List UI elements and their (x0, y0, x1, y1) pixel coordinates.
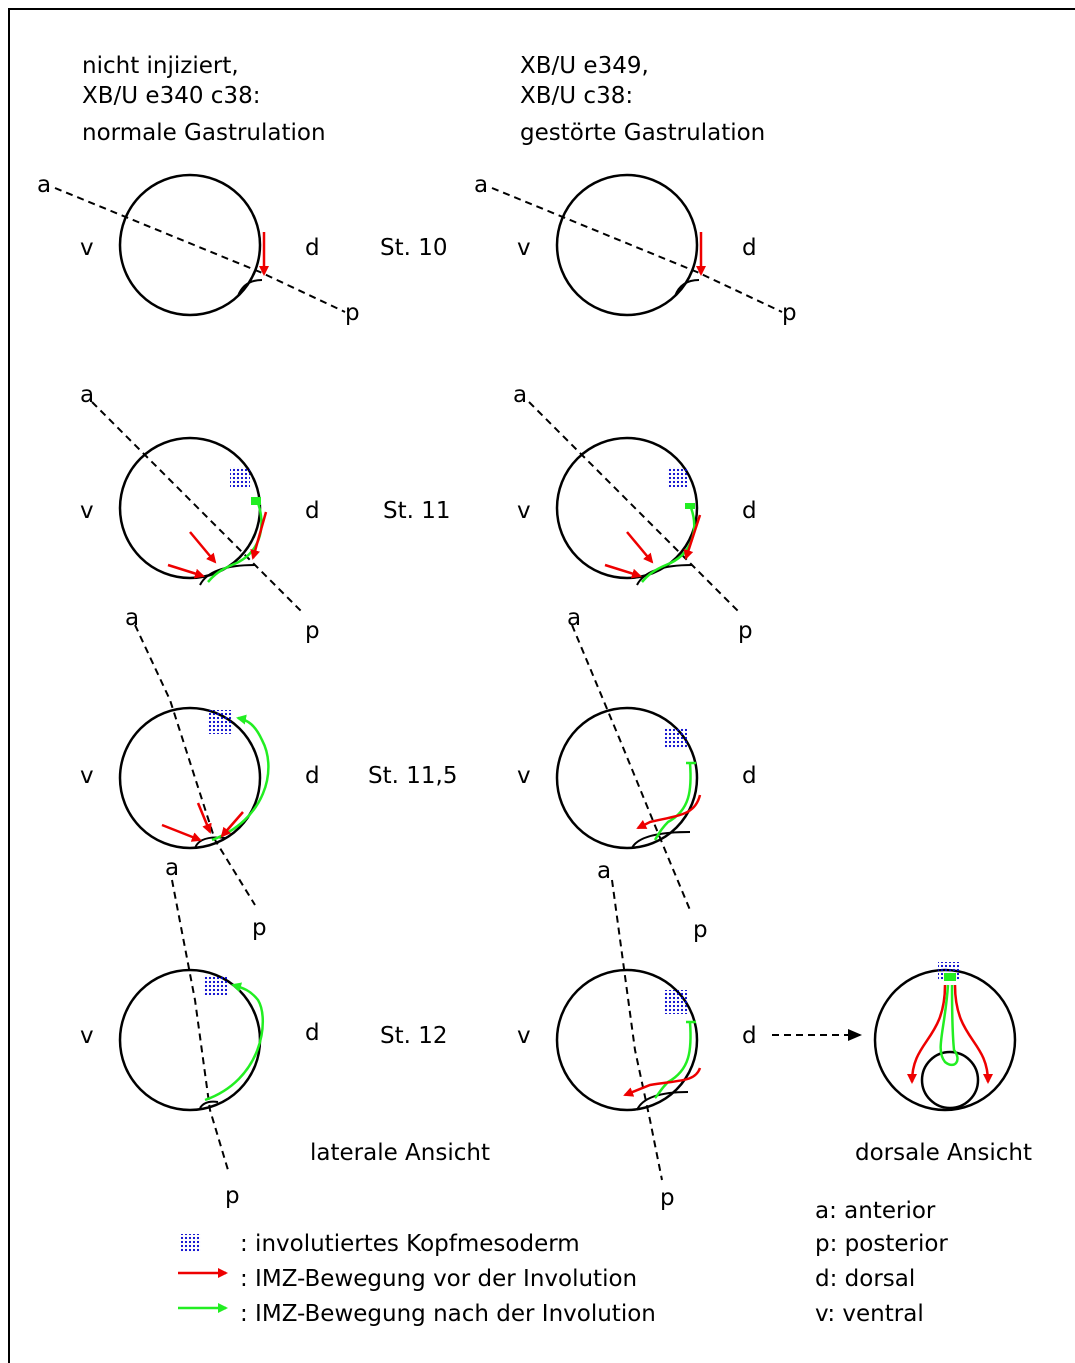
key-text: a: anterior (815, 1198, 936, 1224)
stage-label: St. 11 (383, 498, 451, 524)
page: nicht injiziert, XB/U e340 c38: normale … (0, 0, 1075, 1363)
orientation-letter: p (305, 618, 320, 644)
header-line: normale Gastrulation (82, 120, 326, 146)
orientation-letter: p (660, 1185, 675, 1211)
orientation-letter: v (80, 235, 94, 261)
orientation-letter: v (517, 763, 531, 789)
header-line: XB/U e349, (520, 53, 649, 79)
orientation-letter: a (165, 855, 179, 881)
view-label: laterale Ansicht (310, 1140, 490, 1166)
view-label: dorsale Ansicht (855, 1140, 1032, 1166)
orientation-letter: p (782, 300, 797, 326)
orientation-letter: d (742, 1023, 757, 1049)
legend-text: : IMZ-Bewegung vor der Involution (240, 1266, 637, 1292)
orientation-letter: d (742, 235, 757, 261)
orientation-letter: p (252, 915, 267, 941)
orientation-letter: a (597, 858, 611, 884)
header-line: XB/U c38: (520, 83, 633, 109)
orientation-letter: a (125, 605, 139, 631)
orientation-letter: d (742, 498, 757, 524)
key-text: p: posterior (815, 1231, 948, 1257)
stage-label: St. 10 (380, 235, 448, 261)
stage-label: St. 12 (380, 1023, 448, 1049)
orientation-letter: a (37, 172, 51, 198)
orientation-letter: p (225, 1183, 240, 1209)
embryo-shapes (55, 175, 1015, 1308)
header-line: gestörte Gastrulation (520, 120, 765, 146)
orientation-letter: d (305, 235, 320, 261)
orientation-letter: a (567, 605, 581, 631)
orientation-letter: v (517, 498, 531, 524)
key-text: v: ventral (815, 1301, 924, 1327)
orientation-letter: p (693, 917, 708, 943)
legend-text: : involutiertes Kopfmesoderm (240, 1231, 580, 1257)
orientation-letter: v (80, 498, 94, 524)
header-line: nicht injiziert, (82, 53, 239, 79)
orientation-letter: p (738, 618, 753, 644)
texts: nicht injiziert, XB/U e340 c38: normale … (37, 53, 1032, 1327)
orientation-letter: p (345, 300, 360, 326)
stage-label: St. 11,5 (368, 763, 457, 789)
orientation-letter: d (305, 763, 320, 789)
legend-text: : IMZ-Bewegung nach der Involution (240, 1301, 656, 1327)
orientation-letter: a (80, 382, 94, 408)
orientation-letter: d (742, 763, 757, 789)
orientation-letter: d (305, 498, 320, 524)
orientation-letter: v (80, 1023, 94, 1049)
orientation-letter: a (474, 172, 488, 198)
orientation-letter: v (517, 1023, 531, 1049)
orientation-letter: a (513, 382, 527, 408)
orientation-letter: d (305, 1020, 320, 1046)
header-line: XB/U e340 c38: (82, 83, 260, 109)
orientation-letter: v (80, 763, 94, 789)
figure: nicht injiziert, XB/U e340 c38: normale … (0, 0, 1075, 1363)
orientation-letter: v (517, 235, 531, 261)
key-text: d: dorsal (815, 1266, 915, 1292)
